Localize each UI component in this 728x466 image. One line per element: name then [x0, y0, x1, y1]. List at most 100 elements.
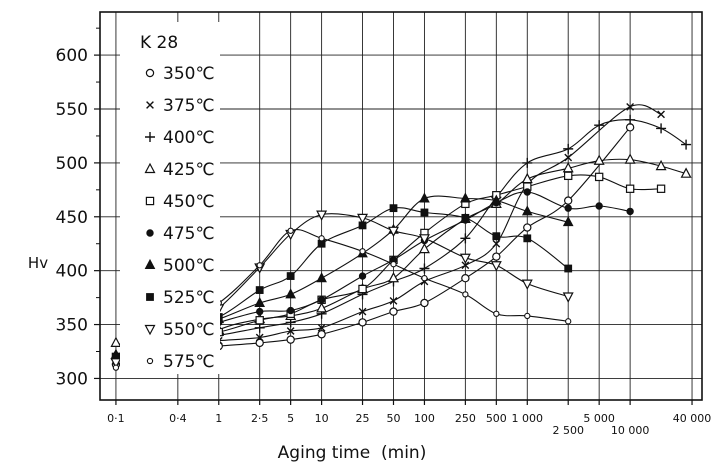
data-point	[285, 288, 296, 299]
x-tick-label: 1 000	[512, 412, 544, 425]
legend-marker-6	[144, 258, 156, 269]
data-point	[493, 310, 500, 317]
legend-label: 425℃	[163, 160, 215, 180]
legend-label: 475℃	[163, 224, 215, 244]
x-tick-label: 250	[455, 412, 476, 425]
data-point	[255, 338, 264, 348]
data-point	[521, 279, 533, 290]
data-point	[110, 336, 122, 347]
data-point	[389, 204, 398, 213]
data-point	[593, 154, 605, 165]
data-point	[564, 196, 573, 205]
data-point	[562, 292, 574, 303]
data-point	[389, 307, 398, 316]
data-point	[594, 172, 604, 182]
data-point	[564, 171, 573, 181]
data-point	[462, 291, 469, 298]
x-tick-label: 5	[287, 412, 294, 425]
data-point	[562, 216, 574, 227]
data-point	[255, 286, 264, 294]
plot-frame	[99, 11, 703, 401]
data-point	[254, 296, 266, 307]
y-tick-label: 350	[56, 316, 88, 336]
data-point	[286, 327, 295, 335]
x-tick-label: 25	[356, 412, 370, 425]
legend-marker-4	[145, 196, 155, 206]
data-point	[358, 272, 367, 280]
legend-title: K 28	[140, 33, 178, 53]
data-point	[492, 239, 501, 248]
data-point	[287, 227, 294, 234]
data-point	[523, 234, 532, 243]
data-point	[316, 272, 327, 283]
data-point	[521, 205, 533, 216]
data-point	[490, 194, 502, 205]
data-point	[625, 184, 635, 193]
data-point	[626, 102, 635, 111]
legend-marker-9	[146, 357, 154, 365]
x-tick-label: 0·4	[169, 412, 187, 425]
data-point	[625, 114, 636, 125]
x-tick-label: 1	[215, 412, 222, 425]
data-point	[358, 318, 367, 327]
x-tick-label: 0·1	[107, 412, 125, 425]
legend-label: 350℃	[163, 64, 215, 84]
data-point	[387, 226, 399, 238]
legend-label: 550℃	[163, 320, 215, 340]
data-point	[522, 157, 533, 168]
data-point	[595, 202, 603, 210]
data-point	[256, 262, 263, 269]
legend-marker-1	[146, 101, 154, 109]
y-axis: 300 350 400 450 500 550 600	[56, 27, 100, 389]
y-tick-label: 600	[56, 46, 88, 66]
y-axis-label: Hv	[28, 254, 48, 272]
data-point	[317, 330, 326, 339]
y-tick-label: 400	[56, 262, 88, 282]
data-point	[563, 143, 574, 154]
data-point	[461, 213, 470, 222]
data-point	[656, 123, 667, 134]
data-point	[524, 312, 531, 320]
data-point	[387, 271, 399, 283]
data-point	[317, 296, 326, 304]
x-tick-label: 40 000	[673, 412, 712, 425]
data-point	[418, 242, 430, 254]
data-point	[626, 207, 634, 216]
data-point	[460, 192, 471, 203]
data-point	[564, 204, 572, 212]
data-point	[419, 263, 430, 274]
data-point	[680, 167, 692, 178]
legend-marker-5	[146, 229, 154, 237]
data-point	[459, 253, 471, 265]
data-point	[681, 139, 692, 150]
legend-marker-8	[144, 324, 156, 336]
data-point	[358, 307, 367, 316]
data-point	[390, 261, 397, 268]
x-tick-label: 2 500	[552, 424, 584, 437]
legend-label: 525℃	[163, 288, 215, 308]
data-point	[255, 333, 264, 342]
data-point	[286, 335, 295, 344]
y-tick-label: 550	[56, 100, 88, 120]
data-point	[110, 358, 122, 369]
y-tick-label: 500	[56, 154, 88, 174]
x-tick-label: 5 000	[583, 412, 615, 425]
data-point	[624, 153, 636, 164]
data-point	[655, 159, 667, 171]
legend-marker-3	[144, 162, 156, 174]
data-point	[419, 192, 430, 203]
data-point	[564, 264, 573, 273]
data-point	[316, 210, 328, 221]
legend-marker-2	[145, 132, 155, 142]
data-point	[316, 302, 328, 313]
data-point	[461, 274, 470, 283]
data-point	[358, 284, 367, 294]
data-point	[286, 272, 295, 280]
x-tick-label: 100	[414, 412, 435, 425]
x-axis-label: Aging time (min)	[278, 443, 427, 463]
data-point	[461, 261, 470, 270]
x-tick-label: 500	[486, 412, 507, 425]
data-point	[357, 213, 369, 225]
data-point	[523, 188, 531, 196]
